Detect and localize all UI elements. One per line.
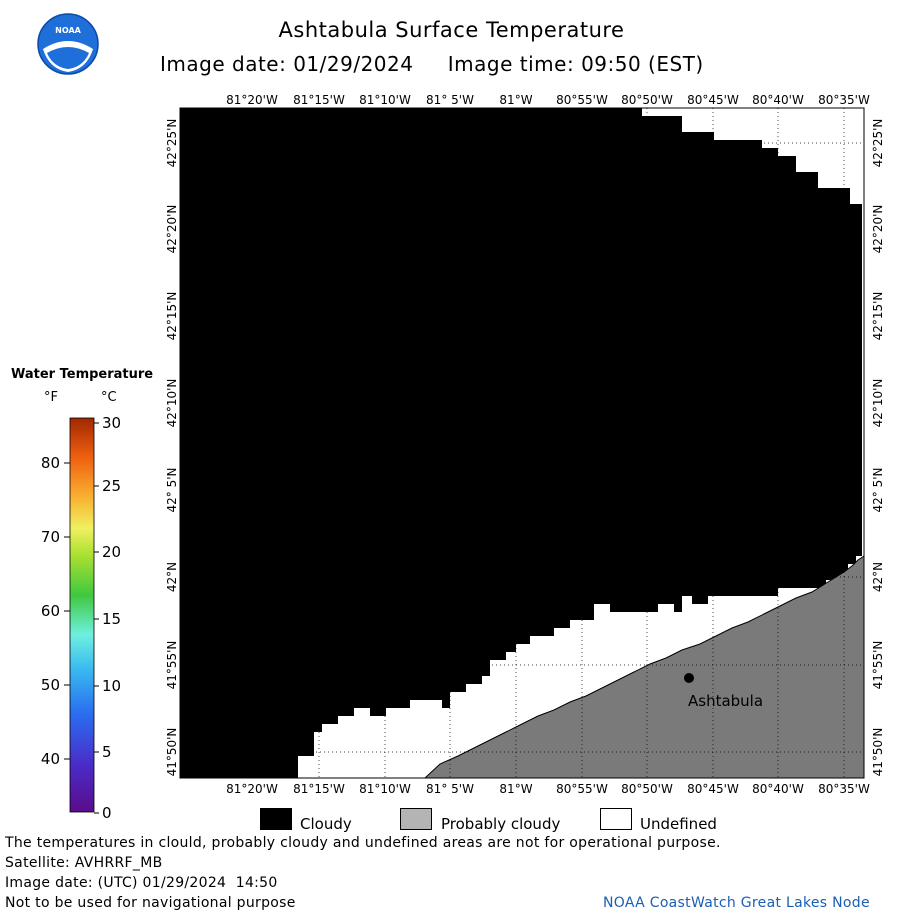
lon-label-top: 80°40'W bbox=[752, 93, 804, 107]
lon-label-bottom: 80°50'W bbox=[621, 782, 673, 796]
key-undefined-swatch bbox=[600, 808, 632, 830]
lat-label-left: 42°10'N bbox=[165, 379, 179, 428]
lon-label-top: 80°50'W bbox=[621, 93, 673, 107]
longitude-labels-top: 81°20'W 81°15'W 81°10'W 81° 5'W 81°W 80°55'W 8… bbox=[226, 93, 870, 107]
unit-fahrenheit: °F bbox=[44, 390, 58, 405]
lat-label-left: 41°55'N bbox=[165, 641, 179, 690]
image-date: 01/29/2024 bbox=[293, 52, 414, 76]
f-tick-label: 40 bbox=[41, 750, 60, 768]
lon-label-top: 80°55'W bbox=[556, 93, 608, 107]
celsius-labels: 30 25 20 15 10 5 0 bbox=[102, 414, 121, 822]
f-tick-label: 70 bbox=[41, 528, 60, 546]
map-frame bbox=[179, 107, 865, 779]
lat-label-left: 42°15'N bbox=[165, 292, 179, 341]
lon-label-bottom: 81°15'W bbox=[293, 782, 345, 796]
lat-label-right: 42° 5'N bbox=[871, 468, 885, 513]
lon-label-top: 80°45'W bbox=[687, 93, 739, 107]
key-undefined-label: Undefined bbox=[640, 815, 717, 833]
cloudy-region bbox=[180, 108, 862, 778]
f-tick-label: 50 bbox=[41, 676, 60, 694]
city-label: Ashtabula bbox=[688, 692, 763, 710]
lon-label-bottom: 80°55'W bbox=[556, 782, 608, 796]
unit-celsius: °C bbox=[101, 390, 117, 405]
lat-label-right: 42°25'N bbox=[871, 119, 885, 168]
footer-credit: NOAA CoastWatch Great Lakes Node bbox=[603, 895, 870, 911]
c-tick-label: 15 bbox=[102, 610, 121, 628]
f-tick-label: 60 bbox=[41, 602, 60, 620]
page-title: Ashtabula Surface Temperature bbox=[278, 18, 625, 42]
logo-text: NOAA bbox=[55, 26, 81, 35]
colorbar-gradient bbox=[69, 417, 95, 813]
lon-label-top: 81°20'W bbox=[226, 93, 278, 107]
c-tick-label: 0 bbox=[102, 804, 112, 822]
lon-label-bottom: 81° 5'W bbox=[426, 782, 474, 796]
lon-label-top: 81°W bbox=[499, 93, 532, 107]
lon-label-bottom: 81°W bbox=[499, 782, 532, 796]
lon-label-top: 81°10'W bbox=[359, 93, 411, 107]
footer-utc-date: Image date: (UTC) 01/29/2024 14:50 bbox=[5, 875, 278, 891]
lat-label-left: 41°50'N bbox=[165, 728, 179, 777]
lon-label-bottom: 81°20'W bbox=[226, 782, 278, 796]
lat-label-left: 42°N bbox=[165, 562, 179, 592]
land-region bbox=[423, 555, 865, 779]
image-time: 09:50 (EST) bbox=[581, 52, 704, 76]
image-date-time: Image date: 01/29/2024 Image time: 09:50… bbox=[160, 52, 704, 76]
lat-label-right: 42°20'N bbox=[871, 205, 885, 254]
lon-label-top: 80°35'W bbox=[818, 93, 870, 107]
latitude-labels-left: 42°25'N 42°20'N 42°15'N 42°10'N 42° 5'N 42°N 4… bbox=[165, 119, 179, 777]
c-tick-label: 30 bbox=[102, 414, 121, 432]
image-time-label: Image time: bbox=[447, 52, 575, 76]
footer-satellite: Satellite: AVHRRF_MB bbox=[5, 855, 163, 871]
fahrenheit-labels: 80 70 60 50 40 bbox=[41, 454, 60, 768]
footer-nav-warning: Not to be used for navigational purpose bbox=[5, 895, 296, 911]
lat-label-right: 41°55'N bbox=[871, 641, 885, 690]
f-tick-label: 80 bbox=[41, 454, 60, 472]
city-marker bbox=[684, 673, 694, 683]
lat-label-right: 42°N bbox=[871, 562, 885, 592]
lon-label-top: 81° 5'W bbox=[426, 93, 474, 107]
lat-label-left: 42°20'N bbox=[165, 205, 179, 254]
lon-label-bottom: 80°40'W bbox=[752, 782, 804, 796]
key-cloudy-swatch bbox=[260, 808, 292, 830]
c-tick-label: 20 bbox=[102, 543, 121, 561]
lon-label-bottom: 81°10'W bbox=[359, 782, 411, 796]
lat-label-left: 42°25'N bbox=[165, 119, 179, 168]
lon-label-bottom: 80°45'W bbox=[687, 782, 739, 796]
noaa-logo: NOAA bbox=[37, 13, 99, 75]
key-cloudy-label: Cloudy bbox=[300, 815, 352, 833]
c-tick-label: 25 bbox=[102, 477, 121, 495]
c-tick-label: 10 bbox=[102, 677, 121, 695]
latitude-labels-right: 42°25'N 42°20'N 42°15'N 42°10'N 42° 5'N 42°N 4… bbox=[871, 119, 885, 777]
key-probably-cloudy-swatch bbox=[400, 808, 432, 830]
lat-label-right: 42°15'N bbox=[871, 292, 885, 341]
lat-label-right: 42°10'N bbox=[871, 379, 885, 428]
lon-label-bottom: 80°35'W bbox=[818, 782, 870, 796]
footer-warning: The temperatures in clould, probably clo… bbox=[5, 835, 721, 851]
longitude-labels-bottom: 81°20'W 81°15'W 81°10'W 81° 5'W 81°W 80°55'W 8… bbox=[226, 782, 870, 796]
lat-label-left: 42° 5'N bbox=[165, 468, 179, 513]
lon-label-top: 81°15'W bbox=[293, 93, 345, 107]
legend-title: Water Temperature bbox=[11, 367, 154, 382]
image-date-label: Image date: bbox=[160, 52, 287, 76]
key-probably-cloudy-label: Probably cloudy bbox=[441, 815, 561, 833]
c-tick-label: 5 bbox=[102, 743, 112, 761]
lat-label-right: 41°50'N bbox=[871, 728, 885, 777]
